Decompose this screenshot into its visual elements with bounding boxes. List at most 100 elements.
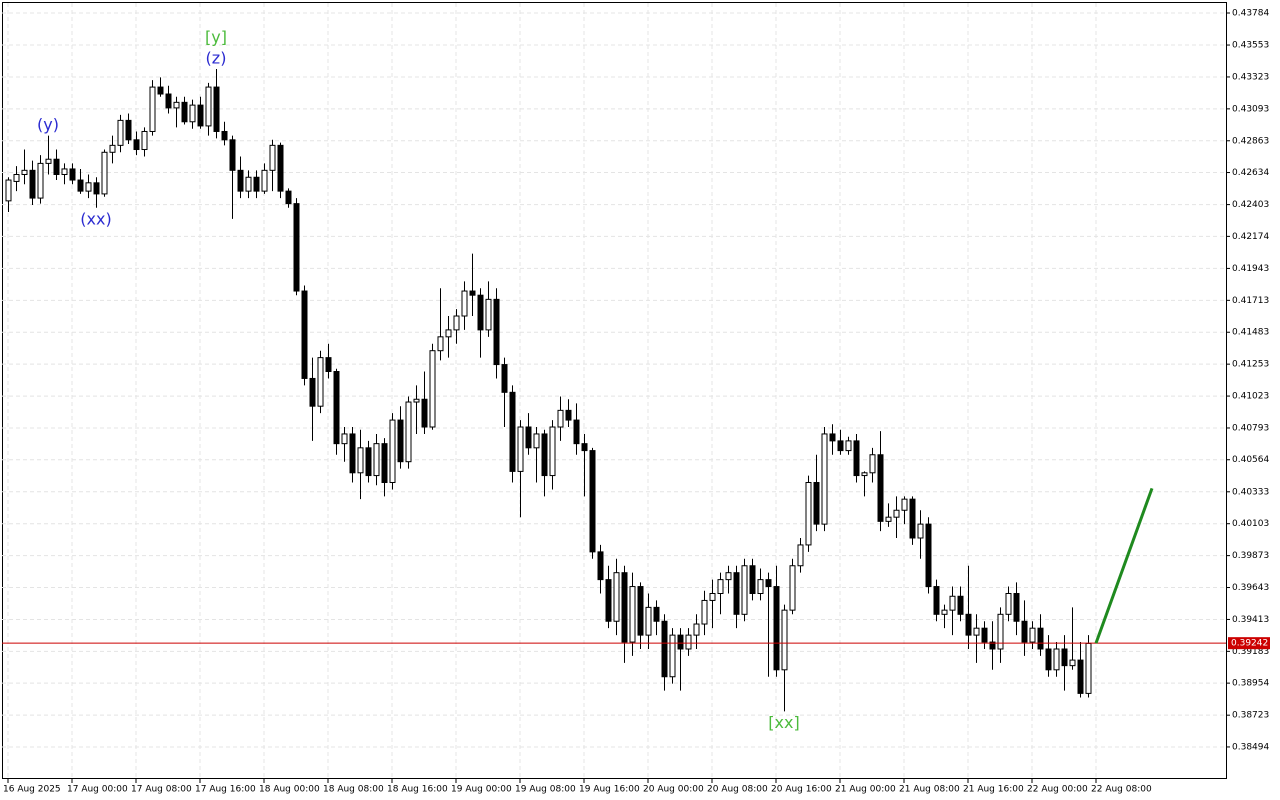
x-tick-label: 22 Aug 00:00 — [1027, 785, 1088, 795]
candle-body — [1045, 648, 1052, 671]
candle-body — [733, 572, 740, 615]
candle-body — [805, 482, 812, 546]
candle-body — [877, 454, 884, 522]
candle-body — [869, 454, 876, 474]
current-price-tag — [1228, 637, 1270, 650]
candle-body — [21, 169, 28, 175]
x-tick-label: 20 Aug 16:00 — [771, 785, 832, 795]
candle-body — [541, 433, 548, 477]
x-tick-label: 18 Aug 08:00 — [323, 785, 384, 795]
y-tick-label: 0.43553 — [1232, 41, 1269, 51]
candle-body — [965, 613, 972, 636]
y-tick-label: 0.39873 — [1232, 551, 1269, 561]
candle-body — [797, 544, 804, 567]
candle-body — [1037, 627, 1044, 650]
y-tick-label: 0.38954 — [1232, 679, 1269, 689]
candle-body — [437, 336, 444, 352]
candle-body — [45, 158, 52, 164]
wave-label: [xx] — [768, 713, 799, 732]
x-tick-label: 21 Aug 08:00 — [899, 785, 960, 795]
x-tick-label: 17 Aug 16:00 — [195, 785, 256, 795]
candle-body — [565, 409, 572, 421]
candle-body — [893, 509, 900, 518]
y-tick-label: 0.40793 — [1232, 423, 1269, 433]
candle-body — [589, 450, 596, 553]
x-tick-label: 19 Aug 00:00 — [451, 785, 512, 795]
x-tick-label: 17 Aug 00:00 — [67, 785, 128, 795]
candle-body — [237, 169, 244, 192]
candle-body — [677, 634, 684, 650]
candle-body — [1069, 659, 1076, 667]
candle-body — [13, 173, 20, 182]
candle-body — [93, 182, 100, 195]
candle-body — [837, 440, 844, 452]
candle-body — [301, 290, 308, 379]
candle-body — [405, 401, 412, 463]
candle-body — [789, 565, 796, 611]
candle-body — [77, 179, 84, 192]
y-tick-label: 0.40564 — [1232, 455, 1269, 465]
y-tick-label: 0.39183 — [1232, 647, 1269, 657]
x-tick-label: 22 Aug 08:00 — [1091, 785, 1152, 795]
x-tick-label: 19 Aug 16:00 — [579, 785, 640, 795]
candle-body — [613, 572, 620, 622]
y-tick-label: 0.39413 — [1232, 615, 1269, 625]
candle-body — [85, 182, 92, 192]
candle-body — [221, 130, 228, 141]
candle-body — [845, 440, 852, 452]
x-tick-label: 21 Aug 00:00 — [835, 785, 896, 795]
candle-body — [269, 144, 276, 171]
candle-body — [469, 290, 476, 296]
candle-body — [853, 440, 860, 477]
candle-body — [253, 176, 260, 192]
candle-body — [517, 426, 524, 472]
candle-body — [5, 179, 12, 202]
candle-body — [181, 101, 188, 123]
candle-body — [485, 298, 492, 331]
candle-body — [117, 119, 124, 146]
y-tick-label: 0.41483 — [1232, 328, 1269, 338]
candle-body — [421, 398, 428, 428]
candle-body — [205, 86, 212, 127]
candle-body — [341, 433, 348, 445]
candle-body — [597, 551, 604, 581]
y-tick-label: 0.42863 — [1232, 136, 1269, 146]
candle-body — [1021, 620, 1028, 643]
candle-body — [821, 433, 828, 525]
x-tick-label: 18 Aug 16:00 — [387, 785, 448, 795]
candle-body — [685, 634, 692, 650]
candle-body — [61, 168, 68, 175]
candle-body — [277, 144, 284, 192]
x-tick-label: 16 Aug 2025 — [3, 785, 61, 795]
candle-body — [245, 176, 252, 192]
x-tick-label: 17 Aug 08:00 — [131, 785, 192, 795]
candle-body — [989, 641, 996, 650]
y-tick-label: 0.41253 — [1232, 360, 1269, 370]
x-tick-label: 19 Aug 08:00 — [515, 785, 576, 795]
candle-body — [429, 350, 436, 428]
candle-body — [661, 620, 668, 678]
y-tick-label: 0.40103 — [1232, 519, 1269, 529]
y-tick-label: 0.38494 — [1232, 742, 1269, 752]
candle-body — [37, 162, 44, 199]
candle-body — [317, 357, 324, 407]
y-tick-label: 0.43323 — [1232, 72, 1269, 82]
candle-body — [285, 190, 292, 205]
candle-body — [1029, 627, 1036, 643]
x-tick-label: 20 Aug 08:00 — [707, 785, 768, 795]
candle-body — [997, 613, 1004, 650]
candle-body — [645, 606, 652, 636]
candle-body — [453, 315, 460, 331]
candle-body — [189, 104, 196, 123]
candle-body — [293, 203, 300, 292]
y-tick-label: 0.42634 — [1232, 168, 1269, 178]
candle-body — [637, 586, 644, 636]
candle-body — [973, 627, 980, 636]
candle-body — [765, 579, 772, 588]
candle-body — [133, 139, 140, 151]
candle-body — [149, 86, 156, 132]
candle-body — [861, 472, 868, 477]
y-tick-label: 0.41943 — [1232, 264, 1269, 274]
candle-body — [357, 447, 364, 474]
